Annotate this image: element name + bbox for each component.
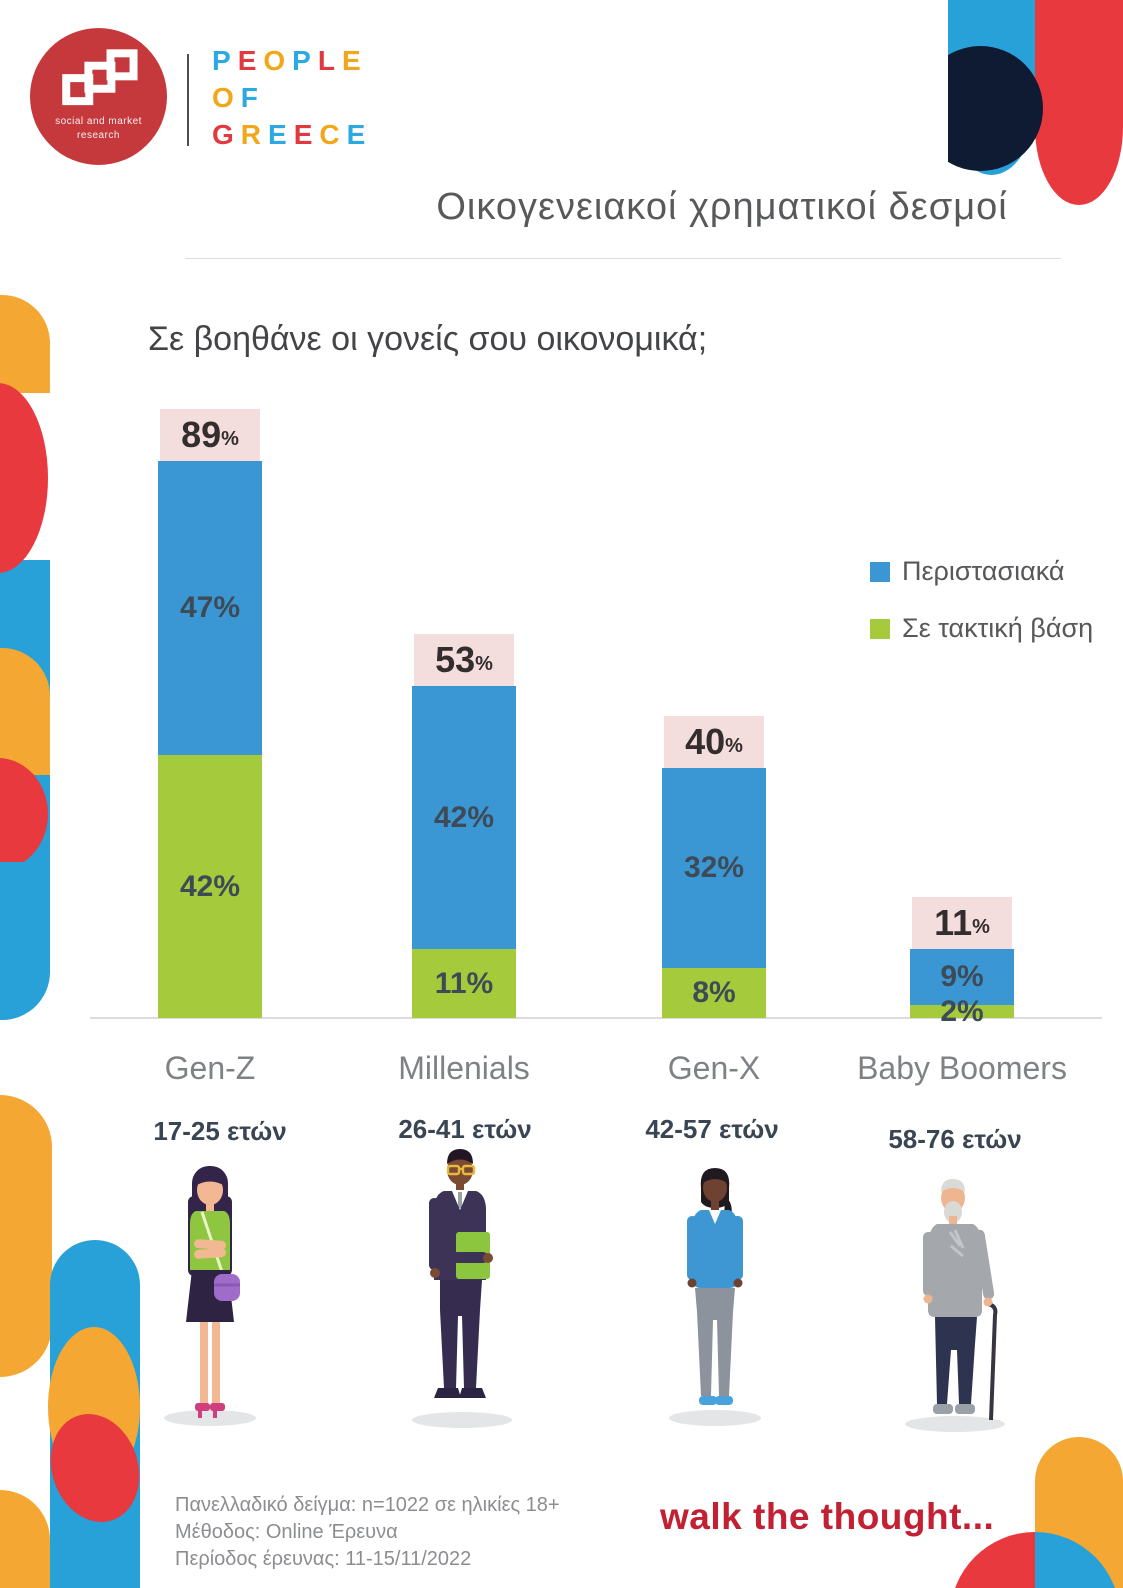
x-axis-line [90, 1017, 1102, 1019]
deco-left-blue-bottom [0, 862, 50, 1020]
logo-subtext-line1: social and market [55, 116, 142, 127]
total-label-gen-z: 89% [160, 409, 260, 461]
period-note: Περίοδος έρευνας: 11-15/11/2022 [175, 1548, 472, 1570]
deco-left-orange-top [0, 295, 50, 393]
age-range-millenials: 26-41 ετών [398, 1114, 532, 1144]
legend-swatch-green [870, 618, 890, 639]
tagline: walk the thought... [660, 1496, 995, 1537]
methodology-notes: Πανελλαδικό δείγμα: n=1022 σε ηλικίες 18… [175, 1492, 560, 1573]
deco-br-red-half-circle [950, 1532, 1035, 1588]
deco-left-orange-mid [0, 648, 50, 775]
deco-top-right-group [948, 0, 1123, 212]
bar-segment-regular-baby-boomers: 2% [910, 995, 1014, 1028]
bar-segment-regular-gen-x: 8% [662, 968, 766, 1018]
deco-bl-orange-corner [0, 1490, 50, 1588]
people-of-greece-wordmark: PEOPLE OF GREECE [212, 42, 372, 153]
illustration-gen-x-woman [655, 1158, 775, 1430]
legend-item-regular: Σε τακτική βάση [870, 613, 1093, 644]
category-label-gen-x: Gen-X [667, 1050, 761, 1086]
total-label-millenials: 53% [414, 634, 514, 686]
sample-note: Πανελλαδικό δείγμα: n=1022 σε ηλικίες 18… [175, 1494, 560, 1516]
age-range-gen-z: 17-25 ετών [153, 1116, 287, 1146]
legend-swatch-blue [870, 561, 890, 582]
category-label-gen-z: Gen-Z [164, 1050, 256, 1086]
chart-legend: Περιστασιακά Σε τακτική βάση [870, 556, 1093, 670]
bar-segment-occasionally-gen-x: 32% [662, 768, 766, 968]
page-title: Οικογενειακοί χρηματικοί δεσμοί [436, 186, 1008, 228]
bar-group-millenials: 53% 42% 11% [412, 634, 516, 1018]
brand-divider [187, 54, 189, 146]
category-label-millenials: Millenials [398, 1050, 530, 1086]
deco-left-red-top [0, 383, 48, 573]
legend-label: Σε τακτική βάση [902, 613, 1094, 643]
stacked-bar-chart: 89% 47% 42% 53% 42% 11% 40% [90, 409, 1102, 1028]
deco-tr-red [1035, 0, 1123, 205]
wordmark-line: OF [212, 82, 265, 113]
bar-group-gen-z: 89% 47% 42% [158, 409, 262, 1018]
ged-glyph-icon [62, 49, 138, 106]
method-note: Μέθοδος: Online Έρευνα [175, 1521, 398, 1543]
bar-segment-regular-millenials: 11% [412, 949, 516, 1018]
age-range-gen-x: 42-57 ετών [645, 1114, 779, 1144]
age-range-baby-boomers: 58-76 ετών [888, 1124, 1022, 1154]
illustration-baby-boomer-man [893, 1172, 1023, 1434]
illustration-millennial-man [398, 1142, 528, 1430]
total-label-baby-boomers: 11% [912, 897, 1012, 949]
bar-segment-occasionally-millenials: 42% [412, 686, 516, 949]
wordmark-line: PEOPLE [212, 45, 368, 76]
wordmark-line: GREECE [212, 119, 373, 150]
legend-label: Περιστασιακά [902, 556, 1065, 586]
legend-item-occasionally: Περιστασιακά [870, 556, 1093, 587]
logo-subtext-line2: research [77, 130, 120, 141]
question-text: Σε βοηθάνε οι γονείς σου οικονομικά; [148, 320, 708, 358]
ged-logo: social and market research [30, 28, 167, 165]
bar-segment-occasionally-gen-z: 47% [158, 461, 262, 755]
title-underline [185, 258, 1061, 259]
deco-bl-orange-pill [0, 1095, 52, 1377]
bar-group-baby-boomers: 11% 9% 2% [910, 897, 1014, 1028]
illustration-gen-z-woman [150, 1158, 270, 1430]
bar-group-gen-x: 40% 32% 8% [662, 716, 766, 1018]
category-label-baby-boomers: Baby Boomers [857, 1050, 1067, 1086]
total-label-gen-x: 40% [664, 716, 764, 768]
bar-segment-regular-gen-z: 42% [158, 755, 262, 1018]
bar-segment-occasionally-baby-boomers: 9% [910, 949, 1014, 1005]
